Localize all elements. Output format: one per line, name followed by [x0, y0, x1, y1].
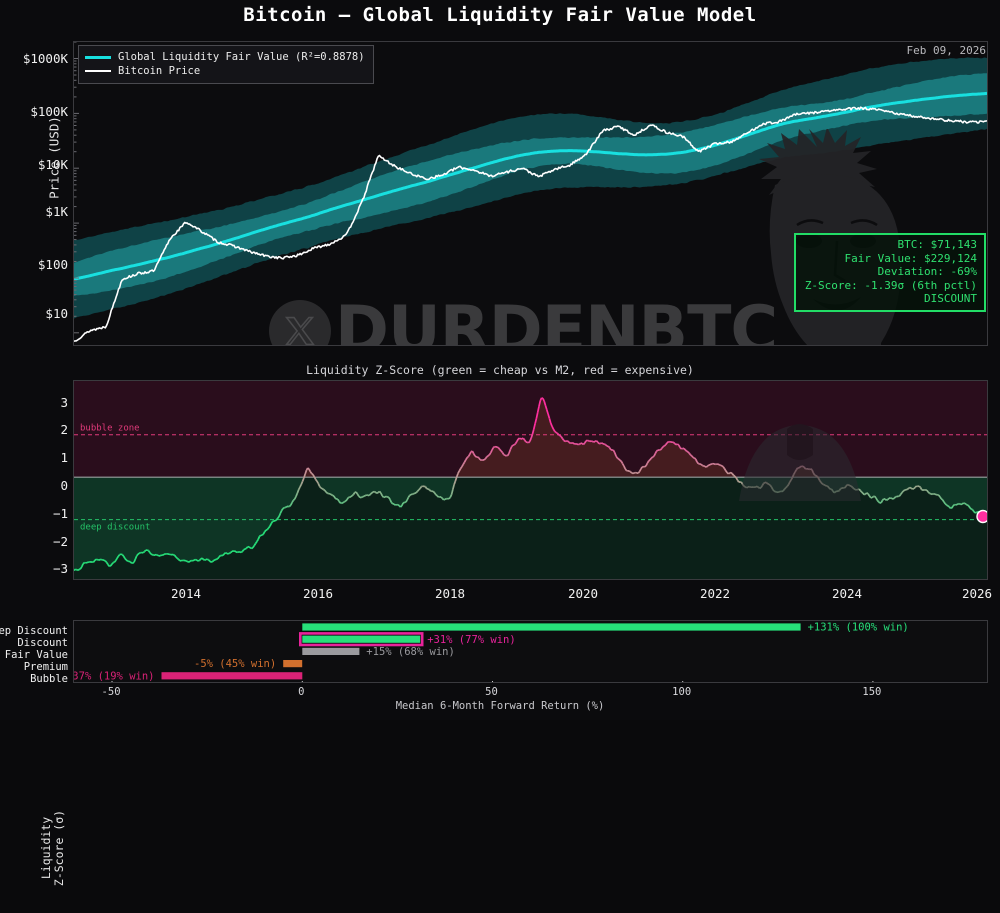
forward-return-categories: Deep Discount Discount Fair Value Premiu…	[0, 620, 68, 683]
price-ytick-1k: $1K	[45, 204, 68, 219]
stats-info-box: BTC: $71,143 Fair Value: $229,124 Deviat…	[794, 233, 986, 312]
forward-return-bar	[302, 623, 800, 630]
info-fair-value: Fair Value: $229,124	[805, 252, 977, 266]
bar-cat-bubble: Bubble	[30, 673, 68, 685]
price-ytick-10k: $10K	[38, 157, 68, 172]
xtick-2016: 2016	[303, 586, 333, 601]
zscore-yaxis: Liquidity Z-Score (σ) 3 2 1 0 −1 −2 −3	[0, 380, 68, 580]
date-stamp: Feb 09, 2026	[907, 44, 986, 57]
forward-return-svg: +131% (100% win) +31% (77% win)+15% (68% …	[74, 621, 987, 682]
ztick-m3: −3	[53, 561, 68, 576]
bxtick-0: 0	[298, 686, 304, 698]
bar-cat-deep-discount: Deep Discount	[0, 625, 68, 637]
ztick-2: 2	[60, 422, 68, 437]
bar-cat-fair-value: Fair Value	[5, 649, 68, 661]
zscore-yaxis-label: Liquidity Z-Score (σ)	[40, 783, 66, 913]
ztick-1: 1	[60, 450, 68, 465]
forward-return-bar-label: +31% (77% win)	[427, 634, 516, 646]
xtick-2024: 2024	[832, 586, 862, 601]
chart-root: Bitcoin — Global Liquidity Fair Value Mo…	[0, 0, 1000, 720]
price-ytick-100: $100	[38, 257, 68, 272]
zscore-yaxis-label-line1: Liquidity	[40, 783, 53, 913]
ztick-0: 0	[60, 478, 68, 493]
current-zscore-marker	[977, 511, 987, 523]
ztick-m1: −1	[53, 506, 68, 521]
info-btc-price: BTC: $71,143	[805, 238, 977, 252]
forward-return-bar-label: +15% (68% win)	[366, 646, 455, 658]
forward-return-xaxis-label: Median 6-Month Forward Return (%)	[0, 700, 1000, 712]
legend-label-fair-value: Global Liquidity Fair Value (R²=0.8878)	[118, 50, 365, 64]
bar-cat-premium: Premium	[24, 661, 68, 673]
bar-cat-discount: Discount	[17, 637, 68, 649]
xtick-2018: 2018	[435, 586, 465, 601]
legend-item-bitcoin-price: Bitcoin Price	[85, 64, 365, 78]
deep-discount-label: deep discount	[80, 523, 150, 533]
bxtick-neg50: -50	[102, 686, 121, 698]
forward-return-bar-label: -5% (45% win)	[194, 658, 276, 670]
info-zscore: Z-Score: -1.39σ (6th pctl)	[805, 279, 977, 293]
xtick-2022: 2022	[700, 586, 730, 601]
xtick-2020: 2020	[568, 586, 598, 601]
zscore-panel-title: Liquidity Z-Score (green = cheap vs M2, …	[0, 363, 1000, 377]
forward-return-bar	[283, 660, 302, 667]
bxtick-150: 150	[862, 686, 881, 698]
price-chart-legend: Global Liquidity Fair Value (R²=0.8878) …	[78, 45, 374, 84]
page-title: Bitcoin — Global Liquidity Fair Value Mo…	[0, 4, 1000, 26]
forward-return-bar-label: -37% (19% win)	[74, 670, 155, 682]
legend-label-bitcoin-price: Bitcoin Price	[118, 64, 200, 78]
xtick-2014: 2014	[171, 586, 201, 601]
forward-return-panel: +131% (100% win) +31% (77% win)+15% (68% …	[73, 620, 988, 683]
durden-shoulders-watermark	[699, 381, 899, 501]
price-ytick-10: $10	[45, 306, 68, 321]
forward-return-bar	[302, 636, 420, 643]
price-ytick-1000k: $1000K	[23, 51, 68, 66]
forward-return-bar	[302, 648, 359, 655]
legend-swatch-bitcoin-price	[85, 70, 111, 72]
xtick-2026: 2026	[962, 586, 992, 601]
zscore-chart-panel: bubble zone deep discount	[73, 380, 988, 580]
price-ytick-100k: $100K	[30, 104, 68, 119]
legend-item-fair-value: Global Liquidity Fair Value (R²=0.8878)	[85, 50, 365, 64]
bxtick-100: 100	[672, 686, 691, 698]
bubble-zone-label: bubble zone	[80, 424, 140, 434]
bxtick-50: 50	[485, 686, 498, 698]
info-regime-badge: DISCOUNT	[805, 292, 977, 306]
ztick-m2: −2	[53, 534, 68, 549]
forward-return-bar-label: +131% (100% win)	[808, 622, 909, 634]
forward-return-bar	[162, 672, 303, 679]
price-yaxis: Price (USD) $1000K $100K $10K $1K $100 $…	[0, 0, 68, 346]
time-xaxis: 2014 2016 2018 2020 2022 2024 2026	[0, 586, 1000, 606]
info-deviation: Deviation: -69%	[805, 265, 977, 279]
zscore-yaxis-label-line2: Z-Score (σ)	[53, 783, 66, 913]
legend-swatch-fair-value	[85, 56, 111, 59]
ztick-3: 3	[60, 395, 68, 410]
